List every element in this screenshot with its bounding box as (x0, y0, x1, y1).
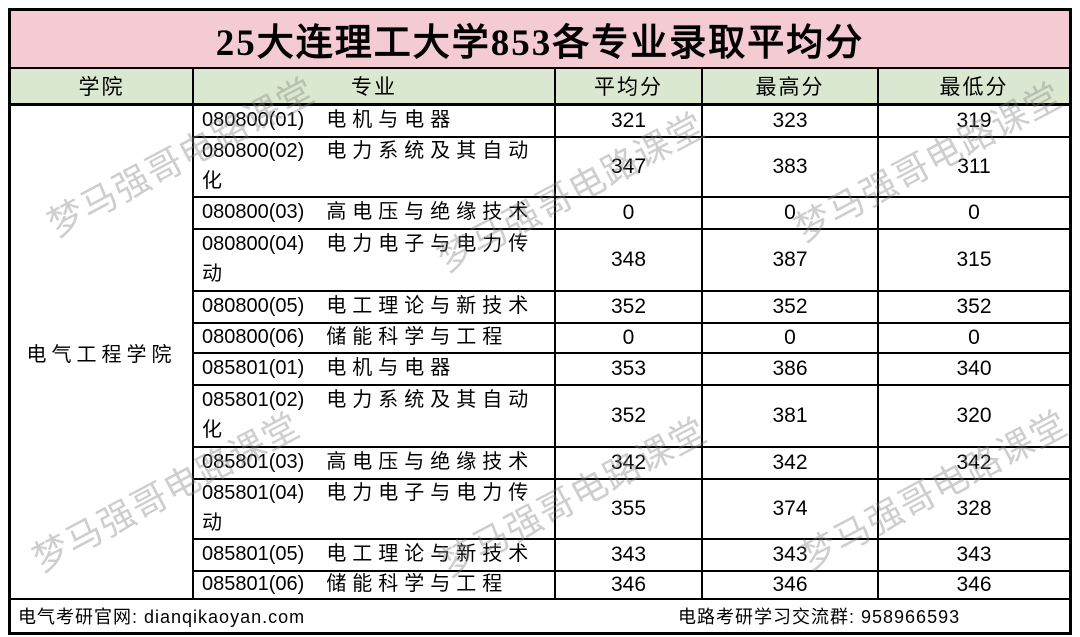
max-score-cell: 323 (703, 106, 879, 138)
major-cell: 080800(03) 高电压与绝缘技术 (194, 198, 556, 230)
min-score-cell: 315 (879, 230, 1069, 292)
major-text: 085801(03) 高电压与绝缘技术 (202, 448, 554, 478)
major-name: 高电压与绝缘技术 (326, 201, 535, 223)
max-score-cell: 343 (703, 540, 879, 572)
major-text: 085801(06) 储能科学与工程 (202, 572, 554, 598)
major-name: 电力电子与电力传动 (202, 233, 535, 285)
major-code: 080800(05) (202, 295, 305, 317)
header-max-score: 最高分 (703, 69, 879, 106)
major-name: 电力电子与电力传动 (202, 482, 535, 534)
min-score-cell: 0 (879, 198, 1069, 230)
header-avg-score: 平均分 (556, 69, 703, 106)
max-score-cell: 352 (703, 292, 879, 324)
major-name: 高电压与绝缘技术 (326, 451, 535, 473)
major-cell: 080800(02) 电力系统及其自动化 (194, 138, 556, 198)
major-cell: 080800(05) 电工理论与新技术 (194, 292, 556, 324)
major-name: 电力系统及其自动化 (202, 140, 535, 192)
major-text: 080800(06) 储能科学与工程 (202, 324, 554, 352)
major-code: 085801(02) (202, 389, 305, 411)
min-score-cell: 319 (879, 106, 1069, 138)
avg-score-cell: 0 (556, 198, 703, 230)
major-cell: 085801(02) 电力系统及其自动化 (194, 386, 556, 448)
avg-score-cell: 353 (556, 354, 703, 386)
major-code: 085801(06) (202, 573, 305, 595)
min-score-cell: 328 (879, 480, 1069, 540)
major-code: 085801(04) (202, 482, 305, 504)
major-code: 085801(05) (202, 543, 305, 565)
major-cell: 085801(04) 电力电子与电力传动 (194, 480, 556, 540)
major-text: 080800(03) 高电压与绝缘技术 (202, 198, 554, 228)
major-code: 080800(02) (202, 140, 305, 162)
max-score-cell: 387 (703, 230, 879, 292)
avg-score-cell: 352 (556, 292, 703, 324)
major-code: 085801(03) (202, 451, 305, 473)
avg-score-cell: 0 (556, 324, 703, 354)
major-name: 电工理论与新技术 (326, 295, 535, 317)
min-score-cell: 346 (879, 572, 1069, 600)
major-cell: 085801(01) 电机与电器 (194, 354, 556, 386)
max-score-cell: 374 (703, 480, 879, 540)
header-major: 专业 (194, 69, 556, 106)
min-score-cell: 342 (879, 448, 1069, 480)
avg-score-cell: 346 (556, 572, 703, 600)
major-cell: 080800(06) 储能科学与工程 (194, 324, 556, 354)
avg-score-cell: 355 (556, 480, 703, 540)
major-name: 储能科学与工程 (326, 573, 509, 595)
major-text: 080800(01) 电机与电器 (202, 106, 554, 136)
admission-score-table: 25大连理工大学853各专业录取平均分 学院 专业 平均分 最高分 最低分 电气… (8, 8, 1072, 635)
footer-bar: 电气考研官网: dianqikaoyan.com 电路考研学习交流群: 9589… (11, 600, 1069, 632)
max-score-cell: 383 (703, 138, 879, 198)
min-score-cell: 311 (879, 138, 1069, 198)
avg-score-cell: 348 (556, 230, 703, 292)
max-score-cell: 381 (703, 386, 879, 448)
college-name-cell: 电气工程学院 (11, 106, 194, 600)
major-name: 电机与电器 (326, 357, 457, 379)
major-text: 085801(02) 电力系统及其自动化 (202, 386, 554, 446)
header-min-score: 最低分 (879, 69, 1069, 106)
major-cell: 085801(03) 高电压与绝缘技术 (194, 448, 556, 480)
major-text: 085801(01) 电机与电器 (202, 354, 554, 384)
max-score-cell: 386 (703, 354, 879, 386)
header-college: 学院 (11, 69, 194, 106)
major-cell: 085801(05) 电工理论与新技术 (194, 540, 556, 572)
avg-score-cell: 352 (556, 386, 703, 448)
major-code: 080800(01) (202, 109, 305, 131)
major-name: 电机与电器 (326, 109, 457, 131)
major-text: 080800(05) 电工理论与新技术 (202, 292, 554, 322)
major-text: 085801(04) 电力电子与电力传动 (202, 480, 554, 538)
min-score-cell: 352 (879, 292, 1069, 324)
major-text: 080800(04) 电力电子与电力传动 (202, 230, 554, 290)
major-code: 080800(06) (202, 326, 305, 348)
major-code: 080800(04) (202, 233, 305, 255)
avg-score-cell: 343 (556, 540, 703, 572)
major-cell: 080800(04) 电力电子与电力传动 (194, 230, 556, 292)
footer-qq-group: 电路考研学习交流群: 958966593 (678, 607, 961, 627)
major-cell: 085801(06) 储能科学与工程 (194, 572, 556, 600)
min-score-cell: 343 (879, 540, 1069, 572)
avg-score-cell: 342 (556, 448, 703, 480)
major-code: 080800(03) (202, 201, 305, 223)
max-score-cell: 0 (703, 198, 879, 230)
major-code: 085801(01) (202, 357, 305, 379)
major-name: 储能科学与工程 (326, 326, 509, 348)
max-score-cell: 346 (703, 572, 879, 600)
footer-official-site: 电气考研官网: dianqikaoyan.com (18, 607, 306, 627)
major-text: 085801(05) 电工理论与新技术 (202, 540, 554, 570)
avg-score-cell: 347 (556, 138, 703, 198)
major-name: 电工理论与新技术 (326, 543, 535, 565)
table-title: 25大连理工大学853各专业录取平均分 (11, 11, 1069, 69)
min-score-cell: 320 (879, 386, 1069, 448)
major-cell: 080800(01) 电机与电器 (194, 106, 556, 138)
min-score-cell: 0 (879, 324, 1069, 354)
max-score-cell: 0 (703, 324, 879, 354)
max-score-cell: 342 (703, 448, 879, 480)
min-score-cell: 340 (879, 354, 1069, 386)
major-name: 电力系统及其自动化 (202, 389, 535, 441)
major-text: 080800(02) 电力系统及其自动化 (202, 138, 554, 196)
avg-score-cell: 321 (556, 106, 703, 138)
